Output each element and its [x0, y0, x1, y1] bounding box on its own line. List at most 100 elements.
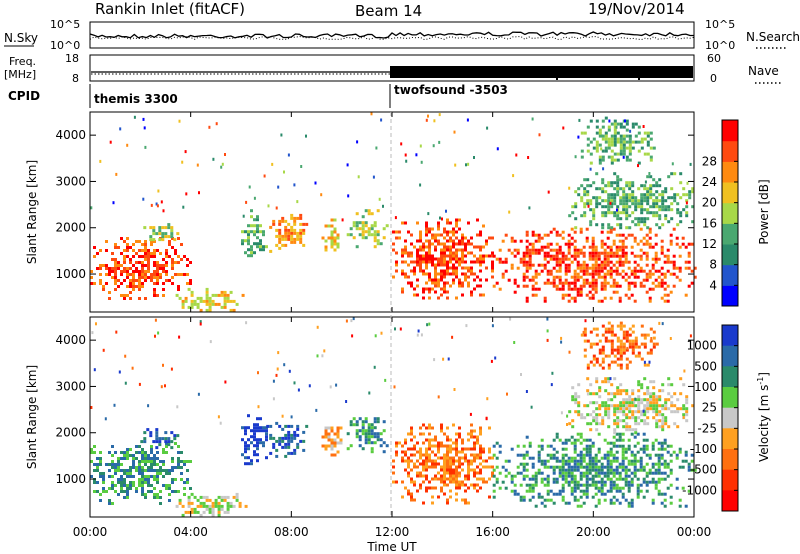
range-cell — [507, 471, 511, 475]
range-cell — [324, 248, 328, 252]
range-cell — [171, 469, 174, 472]
range-cell — [422, 257, 425, 261]
range-cell — [646, 226, 650, 230]
range-cell — [577, 413, 581, 417]
range-cell — [676, 223, 680, 227]
range-cell — [618, 465, 622, 469]
range-cell — [126, 273, 129, 276]
range-cell — [633, 465, 637, 469]
range-cell — [440, 468, 443, 472]
range-cell — [585, 278, 589, 282]
range-cell — [616, 178, 620, 182]
range-cell — [616, 351, 620, 355]
range-cell — [324, 426, 328, 430]
range-cell — [425, 426, 428, 430]
range-cell — [634, 339, 638, 343]
range-cell — [256, 423, 259, 427]
range-cell — [576, 504, 580, 508]
range-cell — [437, 296, 440, 300]
range-cell — [648, 453, 652, 457]
range-cell — [449, 465, 452, 469]
range-cell — [586, 199, 590, 203]
range-cell — [467, 438, 470, 442]
range-cell — [643, 342, 647, 346]
range-cell — [567, 468, 571, 472]
range-cell — [561, 251, 565, 255]
range-cell — [606, 450, 610, 454]
range-cell — [549, 498, 553, 502]
range-cell — [455, 275, 458, 279]
range-cell — [376, 435, 380, 439]
range-cell — [162, 448, 165, 451]
range-cell — [407, 492, 410, 496]
range-cell — [612, 278, 616, 282]
range-cell — [645, 480, 649, 484]
range-cell — [613, 158, 617, 162]
range-cell — [446, 281, 449, 285]
range-cell — [464, 498, 467, 502]
range-cell — [367, 230, 371, 234]
range-cell — [624, 474, 628, 478]
range-cell — [592, 401, 596, 405]
range-cell — [144, 478, 147, 481]
range-cell — [603, 474, 607, 478]
range-cell — [302, 222, 306, 226]
range-cell — [305, 424, 309, 428]
range-cell — [135, 457, 138, 460]
range-cell — [479, 450, 482, 454]
range-cell — [597, 254, 601, 258]
range-cell — [666, 254, 670, 258]
range-cell — [630, 453, 634, 457]
range-cell — [657, 269, 661, 273]
range-cell — [244, 429, 247, 433]
range-cell — [244, 504, 248, 508]
range-cell — [482, 459, 485, 463]
range-cell — [458, 260, 461, 264]
range-cell — [419, 236, 422, 240]
range-cell — [458, 227, 461, 231]
range-cell — [293, 228, 297, 232]
range-cell — [162, 451, 165, 454]
range-cell — [135, 279, 138, 282]
range-cell — [598, 155, 602, 159]
range-cell — [336, 429, 340, 433]
range-cell — [649, 131, 653, 135]
range-cell — [250, 441, 253, 445]
range-cell — [621, 260, 625, 264]
scatter-cell — [263, 174, 266, 178]
range-cell — [171, 267, 174, 270]
freq-left-tick-top: 18 — [65, 52, 79, 65]
range-cell — [588, 284, 592, 288]
range-cell — [570, 489, 574, 493]
range-cell — [452, 447, 455, 451]
range-cell — [196, 510, 200, 514]
range-cell — [670, 383, 674, 387]
range-cell — [184, 299, 188, 303]
range-cell — [640, 324, 644, 328]
scatter-cell — [442, 357, 445, 361]
range-cell — [621, 450, 625, 454]
range-cell — [631, 404, 635, 408]
range-cell — [458, 462, 461, 466]
range-cell — [621, 239, 625, 243]
range-cell — [416, 221, 419, 225]
range-cell — [612, 227, 616, 231]
range-cell — [594, 287, 598, 291]
range-cell — [579, 504, 583, 508]
range-cell — [440, 251, 443, 255]
range-cell — [643, 345, 647, 349]
range-cell — [105, 264, 108, 267]
range-cell — [604, 404, 608, 408]
range-cell — [579, 459, 583, 463]
range-cell — [120, 484, 123, 487]
range-cell — [670, 172, 674, 176]
range-cell — [670, 404, 674, 408]
range-cell — [616, 363, 620, 367]
range-cell — [583, 348, 587, 352]
range-cell — [491, 456, 494, 460]
range-cell — [410, 251, 413, 255]
range-cell — [628, 137, 632, 141]
range-cell — [449, 459, 452, 463]
range-cell — [333, 453, 337, 457]
range-cell — [552, 254, 556, 258]
